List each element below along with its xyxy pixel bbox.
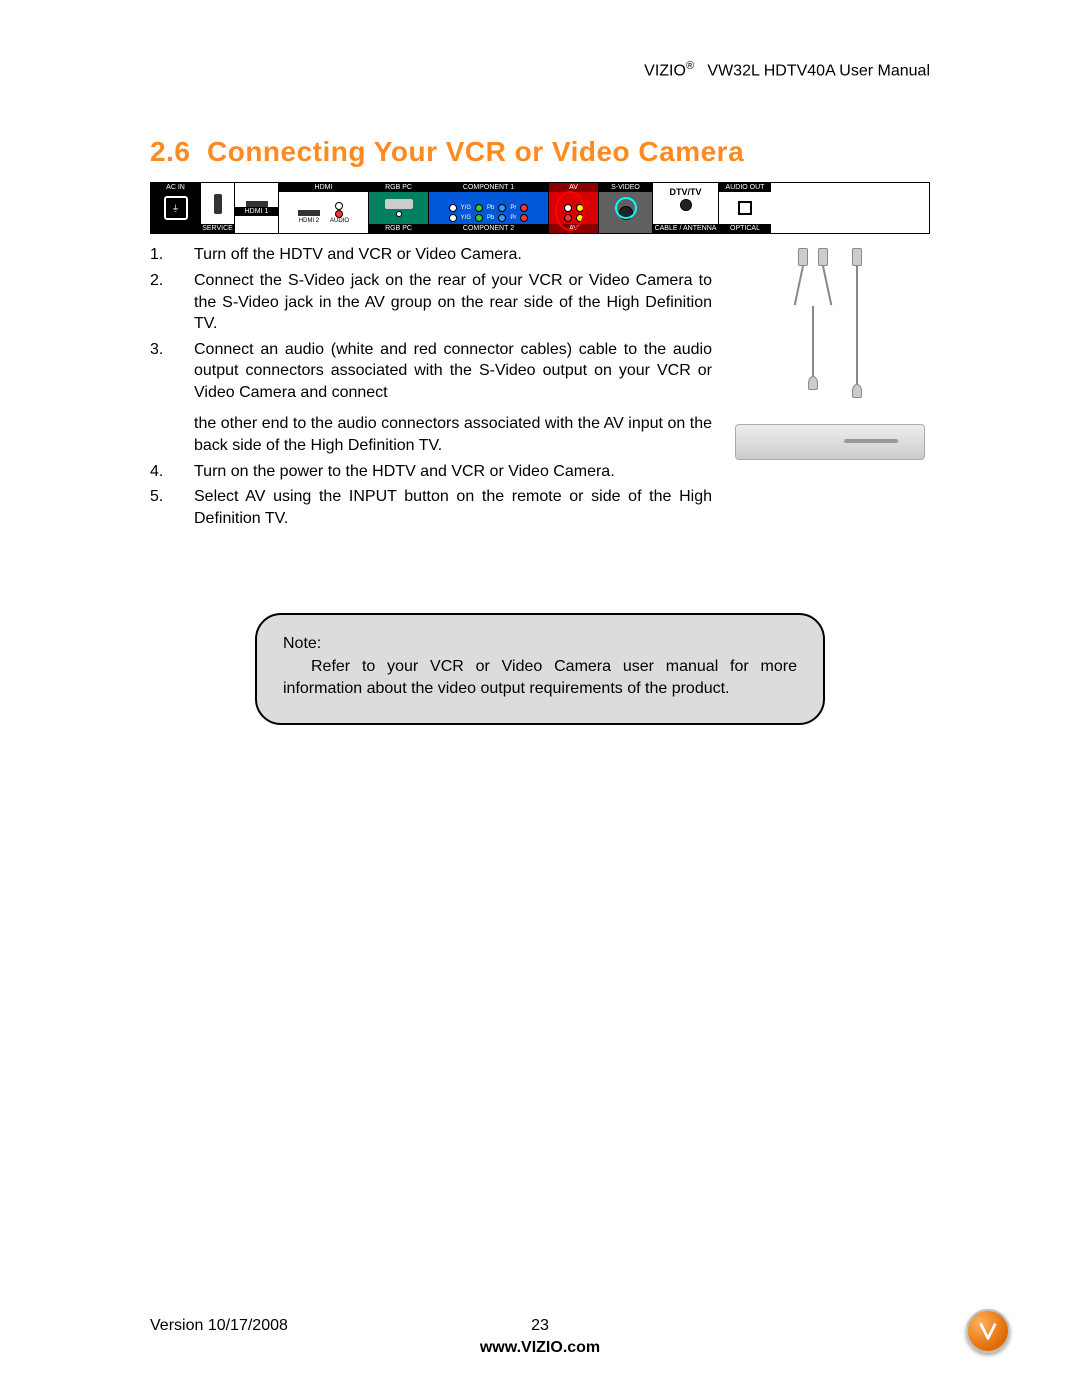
panel-ac-in: AC IN ⏚ xyxy=(151,183,201,233)
registered-mark: ® xyxy=(686,60,694,72)
page-number: 23 xyxy=(531,1317,549,1335)
list-item: 5.Select AV using the INPUT button on th… xyxy=(150,486,712,529)
vcr-device-icon xyxy=(735,424,925,460)
vizio-logo-icon xyxy=(966,1309,1010,1353)
list-item: 1.Turn off the HDTV and VCR or Video Cam… xyxy=(150,244,712,266)
list-item: 2.Connect the S-Video jack on the rear o… xyxy=(150,270,712,335)
panel-audio-out: AUDIO OUT OPTICAL xyxy=(719,183,771,233)
panel-hdmi1: HDMI 1 xyxy=(235,183,279,233)
panel-svideo: S-VIDEO xyxy=(599,183,653,233)
steps-list: 1.Turn off the HDTV and VCR or Video Cam… xyxy=(150,244,712,533)
panel-hdmi2-audio: HDMI HDMI 2 AUDIO xyxy=(279,183,369,233)
header-line: VIZIO® VW32L HDTV40A User Manual xyxy=(150,60,930,80)
panel-dtv: DTV/TV CABLE / ANTENNA xyxy=(653,183,719,233)
page-footer: Version 10/17/2008 23 www.VIZIO.com xyxy=(150,1317,930,1357)
note-body: Refer to your VCR or Video Camera user m… xyxy=(283,656,797,701)
brand: VIZIO xyxy=(644,62,686,79)
svideo-cable-icon xyxy=(852,248,862,398)
footer-website: www.VIZIO.com xyxy=(150,1339,930,1357)
panel-service: SERVICE xyxy=(201,183,235,233)
version-text: Version 10/17/2008 xyxy=(150,1317,288,1335)
note-box: Note: Refer to your VCR or Video Camera … xyxy=(255,613,825,724)
panel-rgb-pc: RGB PC RGB PC xyxy=(369,183,429,233)
panel-component: COMPONENT 1 Y/GPbPr Y/GPbPr COMPONENT 2 xyxy=(429,183,549,233)
cable-device-diagram xyxy=(730,244,930,533)
panel-av: AV AV xyxy=(549,183,599,233)
tv-back-panel-diagram: AC IN ⏚ SERVICE HDMI 1 HDMI HDMI 2 AUDIO… xyxy=(150,182,930,234)
list-item: 3.Connect an audio (white and red connec… xyxy=(150,339,712,404)
list-item: 4.Turn on the power to the HDTV and VCR … xyxy=(150,461,712,483)
content-row: 1.Turn off the HDTV and VCR or Video Cam… xyxy=(150,244,930,533)
audio-y-cable-icon xyxy=(798,248,828,390)
step3-continuation: the other end to the audio connectors as… xyxy=(194,413,712,456)
model-line: VW32L HDTV40A User Manual xyxy=(707,62,930,79)
note-label: Note: xyxy=(283,633,797,655)
section-heading: 2.6 Connecting Your VCR or Video Camera xyxy=(150,136,930,168)
